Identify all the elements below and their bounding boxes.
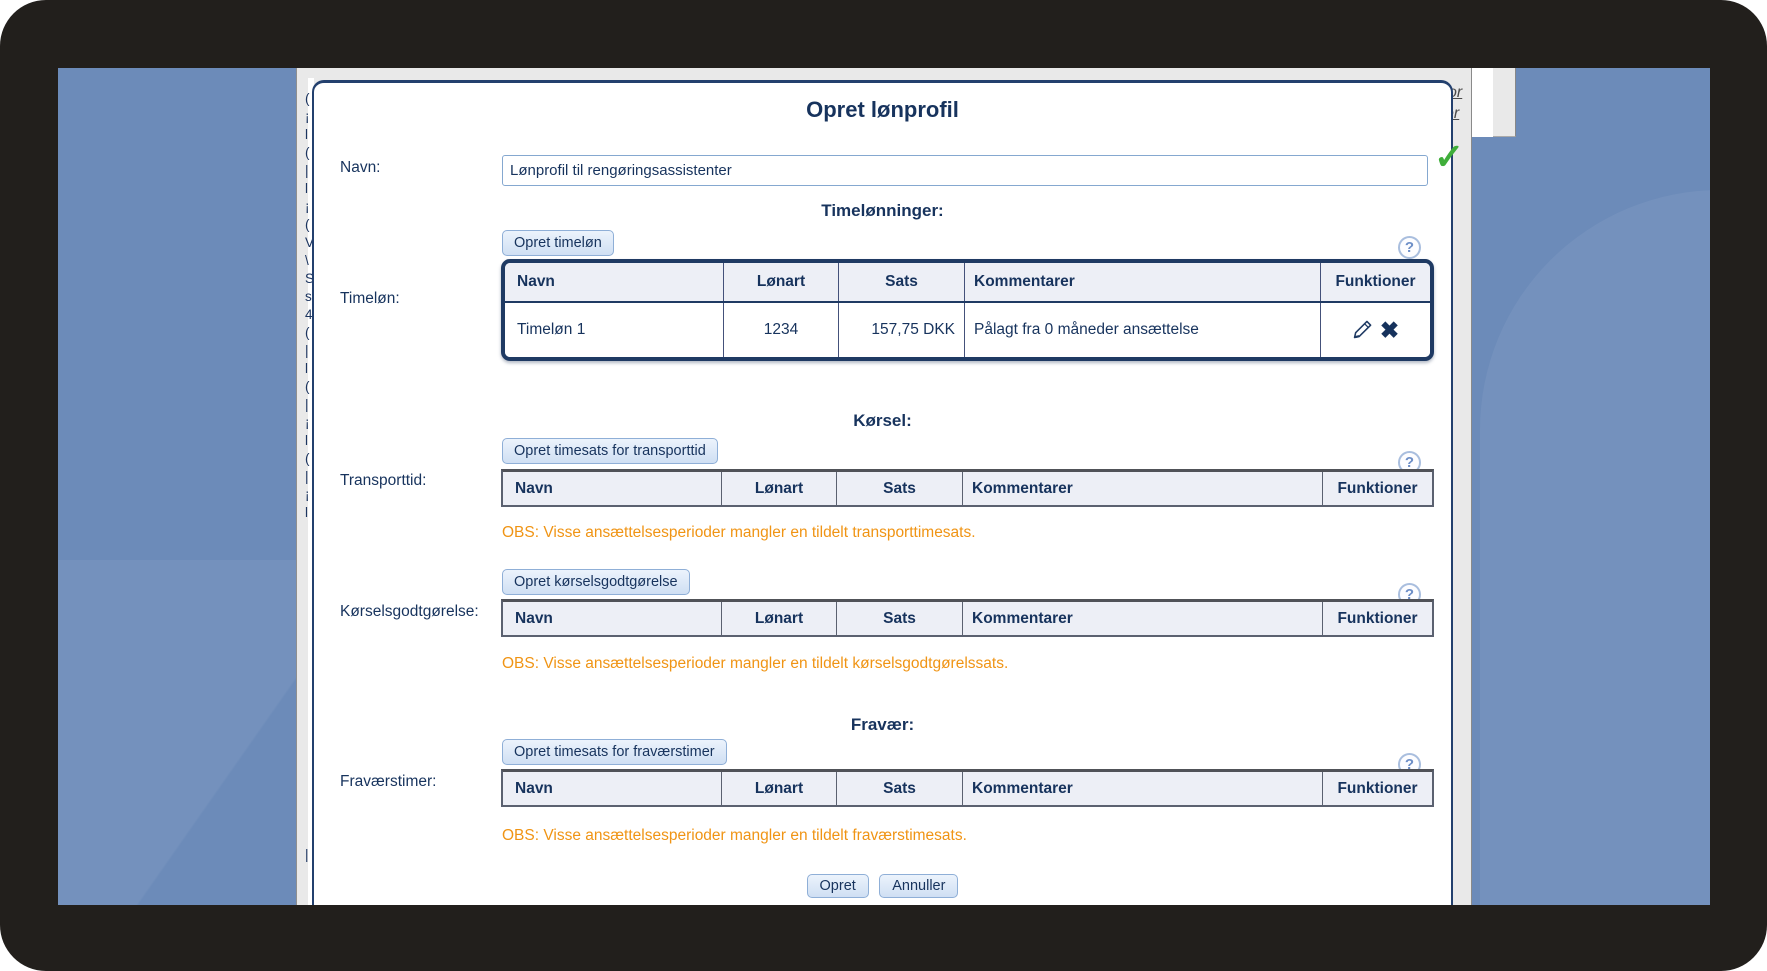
column-header-sats: Sats <box>839 263 965 301</box>
help-icon[interactable]: ? <box>1398 236 1421 259</box>
mileage-allowance-label: Kørselsgodtgørelse: <box>340 603 479 620</box>
column-header-sats: Sats <box>837 602 963 635</box>
create-salary-profile-dialog: Opret lønprofil Navn: ✓ Timelønninger: O… <box>312 80 1464 905</box>
cell-lonart: 1234 <box>724 303 839 357</box>
create-button[interactable]: Opret <box>806 874 869 898</box>
name-input[interactable] <box>502 155 1428 186</box>
table-header-row: Navn Lønart Sats Kommentarer Funktioner <box>505 263 1430 303</box>
cell-navn: Timeløn 1 <box>505 303 724 357</box>
create-absence-rate-button[interactable]: Opret timesats for fraværstimer <box>502 739 727 765</box>
column-header-lonart: Lønart <box>722 472 837 505</box>
dialog-title: Opret lønprofil <box>806 97 959 122</box>
valid-check-icon: ✓ <box>1434 136 1465 177</box>
column-header-kommentarer: Kommentarer <box>963 772 1323 805</box>
absence-hours-table: Navn Lønart Sats Kommentarer Funktioner <box>501 769 1434 807</box>
table-header-row: Navn Lønart Sats Kommentarer Funktioner <box>503 472 1432 505</box>
dialog-footer: Opret Annuller <box>314 874 1451 898</box>
underlying-page-content-edge <box>308 78 314 905</box>
column-header-lonart: Lønart <box>722 772 837 805</box>
section-header-absence: Fravær: <box>850 715 915 734</box>
column-header-kommentarer: Kommentarer <box>963 472 1323 505</box>
column-header-sats: Sats <box>837 772 963 805</box>
table-header-row: Navn Lønart Sats Kommentarer Funktioner <box>503 602 1432 635</box>
column-header-lonart: Lønart <box>722 602 837 635</box>
column-header-funktioner: Funktioner <box>1337 479 1418 497</box>
absence-warning-text: OBS: Visse ansættelsesperioder mangler e… <box>502 827 967 844</box>
column-header-navn: Navn <box>503 472 722 505</box>
underlying-page-top-right <box>1472 68 1493 137</box>
column-header-kommentarer: Kommentarer <box>963 602 1323 635</box>
underlying-page-top-right-margin <box>1493 68 1516 137</box>
create-mileage-allowance-button[interactable]: Opret kørselsgodtgørelse <box>502 569 690 595</box>
column-header-funktioner: Funktioner <box>1335 273 1416 290</box>
column-header-lonart: Lønart <box>724 263 839 301</box>
delete-x-icon: ✖ <box>1379 316 1400 343</box>
column-header-funktioner: Funktioner <box>1337 609 1418 627</box>
section-header-driving: Kørsel: <box>853 411 912 430</box>
background-text-sliver: ( ¡ l ( | l ¡ ( V \ S s 4 ( | l ( | ¡ l … <box>305 91 314 862</box>
edit-button[interactable] <box>1349 318 1377 343</box>
column-header-kommentarer: Kommentarer <box>965 263 1321 301</box>
create-transport-rate-button[interactable]: Opret timesats for transporttid <box>502 438 718 464</box>
section-header-hourly: Timelønninger: <box>821 201 944 220</box>
delete-button[interactable]: ✖ <box>1377 316 1402 343</box>
table-row: Timeløn 1 1234 157,75 DKK Pålagt fra 0 m… <box>505 303 1430 357</box>
cell-funktioner: ✖ <box>1321 303 1430 357</box>
column-header-navn: Navn <box>505 263 724 301</box>
transport-time-label: Transporttid: <box>340 472 427 489</box>
absence-hours-label: Fraværstimer: <box>340 773 437 790</box>
desktop-background: ( ¡ l ( | l ¡ ( V \ S s 4 ( | l ( | ¡ l … <box>58 68 1710 905</box>
create-hourly-rate-button[interactable]: Opret timeløn <box>502 230 614 256</box>
cancel-button[interactable]: Annuller <box>879 874 959 898</box>
pencil-icon <box>1352 318 1374 343</box>
hourly-rate-label: Timeløn: <box>340 290 400 307</box>
column-header-sats: Sats <box>837 472 963 505</box>
cell-sats: 157,75 DKK <box>839 303 965 357</box>
column-header-funktioner: Funktioner <box>1337 779 1418 797</box>
transport-warning-text: OBS: Visse ansættelsesperioder mangler e… <box>502 524 976 541</box>
column-header-navn: Navn <box>503 772 722 805</box>
mileage-allowance-table: Navn Lønart Sats Kommentarer Funktioner <box>501 599 1434 637</box>
background-curve-shape <box>1480 190 1710 905</box>
cell-kommentarer: Pålagt fra 0 måneder ansættelse <box>965 303 1321 357</box>
name-label: Navn: <box>340 159 381 176</box>
column-header-navn: Navn <box>503 602 722 635</box>
table-header-row: Navn Lønart Sats Kommentarer Funktioner <box>503 772 1432 805</box>
transport-time-table: Navn Lønart Sats Kommentarer Funktioner <box>501 469 1434 507</box>
mileage-warning-text: OBS: Visse ansættelsesperioder mangler e… <box>502 655 1009 672</box>
hourly-rate-table: Navn Lønart Sats Kommentarer Funktioner … <box>501 259 1434 361</box>
